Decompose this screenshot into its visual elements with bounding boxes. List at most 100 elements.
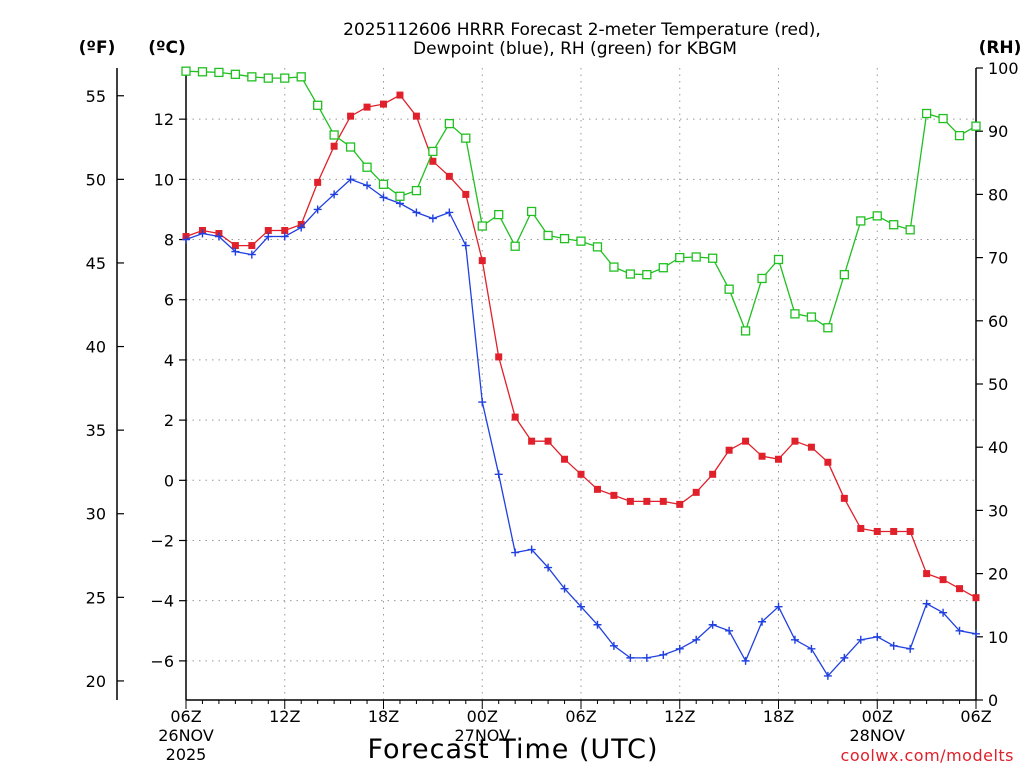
temperature-point [561, 455, 569, 463]
rh-tick-label: 0 [988, 691, 998, 710]
temperature-point [380, 100, 387, 108]
rh-point [444, 118, 454, 129]
dewpoint-point [379, 193, 388, 202]
rh-tick-label: 60 [988, 312, 1008, 331]
rh-point [691, 252, 701, 262]
rh-point [905, 225, 915, 235]
time-tick-label: 12Z [269, 707, 300, 726]
dewpoint-point [807, 644, 816, 653]
gridlines [186, 68, 976, 700]
rh-point [510, 241, 520, 251]
temperature-point [791, 437, 799, 445]
rh-tick-label: 20 [988, 565, 1008, 584]
temperature-point [396, 91, 404, 99]
celsius-tick-label: −6 [150, 652, 174, 671]
dewpoint-point [231, 247, 240, 256]
rh-point [609, 262, 619, 272]
rh-point [642, 270, 652, 280]
dewpoint-point [626, 653, 635, 662]
rh-point [543, 230, 553, 241]
rh-tick-label: 10 [988, 628, 1008, 647]
temperature-point [314, 178, 322, 186]
celsius-tick-label: 8 [164, 231, 174, 250]
temperature-point [725, 446, 733, 454]
dewpoint-point [675, 644, 684, 653]
time-tick-label: 06Z [565, 707, 596, 726]
data-series [181, 66, 981, 680]
dewpoint-point [692, 635, 701, 644]
date-tick-label: 27NOV [454, 726, 510, 745]
dewpoint-point [445, 208, 454, 217]
temperature-point [923, 570, 931, 578]
rh-point [526, 206, 537, 217]
rh-point [181, 66, 191, 76]
temperature-line [185, 94, 977, 599]
fahrenheit-tick-label: 20 [86, 672, 106, 691]
time-tick-label: 18Z [368, 707, 399, 726]
dewpoint-point [790, 635, 799, 644]
dewpoint-point [214, 232, 223, 241]
rh-point [494, 209, 504, 220]
rh-point [740, 326, 751, 336]
dewpoint-point [955, 626, 964, 635]
dewpoint-point [741, 656, 750, 665]
dewpoint-point [642, 653, 651, 662]
temperature-point [972, 594, 980, 602]
rh-point [675, 252, 685, 263]
dewpoint-point [412, 208, 421, 217]
temperature-point [347, 112, 355, 120]
fahrenheit-tick-label: 40 [86, 338, 106, 357]
x-axis-title: Forecast Time (UTC) [367, 734, 658, 765]
dewpoint-point [708, 620, 717, 629]
dewpoint-point [280, 232, 289, 241]
fahrenheit-tick-label: 25 [86, 588, 106, 607]
date-tick-label: 26NOV [158, 726, 214, 745]
temperature-point [429, 157, 437, 165]
temperature-point [231, 242, 239, 250]
temperature-point [807, 443, 815, 451]
rh-point [395, 191, 405, 201]
temperature-point [593, 485, 601, 493]
temperature-point [906, 527, 914, 535]
temperature-point [511, 413, 519, 421]
celsius-tick-label: 10 [154, 170, 174, 189]
rh-point [296, 72, 306, 82]
fahrenheit-unit-label: (ºF) [79, 38, 116, 58]
dewpoint-point [330, 190, 339, 199]
credit-text: coolwx.com/modelts [841, 746, 1014, 765]
rh-point [823, 323, 833, 333]
dewpoint-point [313, 205, 322, 214]
dewpoint-point [840, 653, 849, 662]
rh-point [954, 130, 965, 141]
dewpoint-point [922, 599, 931, 608]
rh-point [724, 284, 734, 294]
temperature-point [956, 585, 964, 593]
dewpoint-point [527, 545, 536, 554]
rh-line [185, 70, 977, 333]
temperature-point [330, 142, 338, 150]
temperature-point [577, 470, 585, 478]
celsius-tick-label: 0 [164, 471, 174, 490]
fahrenheit-tick-label: 55 [86, 87, 106, 106]
temperature-point [857, 524, 865, 532]
celsius-tick-label: −4 [150, 592, 174, 611]
rh-point [214, 67, 224, 78]
temperature-point [890, 527, 898, 535]
temperature-point [676, 500, 684, 508]
celsius-tick-label: −2 [150, 531, 174, 550]
rh-tick-label: 70 [988, 249, 1008, 268]
temperature-point [742, 437, 750, 445]
dewpoint-point [823, 671, 832, 680]
temperature-point [840, 494, 848, 502]
temperature-point [824, 458, 832, 466]
rh-point [461, 133, 471, 143]
fahrenheit-tick-label: 50 [86, 170, 106, 189]
dewpoint-point [939, 608, 948, 617]
rh-point [230, 69, 241, 79]
dewpoint-point [478, 398, 487, 407]
celsius-tick-label: 6 [164, 291, 174, 310]
dewpoint-point [560, 584, 569, 593]
